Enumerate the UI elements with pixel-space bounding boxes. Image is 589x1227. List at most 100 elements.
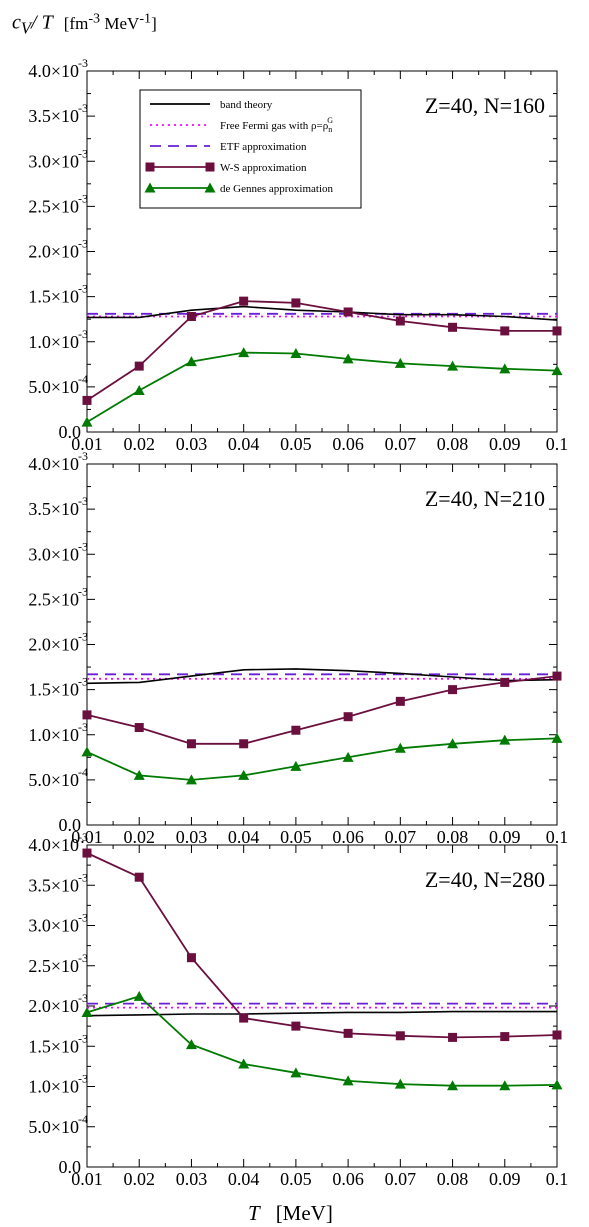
- data-point-de-gennes: [447, 360, 459, 371]
- panel-label: Z=40, N=210: [425, 486, 545, 511]
- legend: band theory Free Fermi gas with ρ=ρnG ETF …: [139, 89, 362, 209]
- data-point-de-gennes: [551, 732, 563, 743]
- y-tick-exponent: -3: [78, 584, 88, 598]
- data-point-de-gennes: [342, 751, 354, 762]
- data-point-ws: [552, 326, 562, 336]
- x-tick-label: 0.06: [332, 827, 364, 847]
- legend-superscript: G: [327, 116, 333, 125]
- data-point-de-gennes: [238, 769, 250, 780]
- series-line-band-theory: [86, 668, 558, 685]
- data-point-de-gennes: [133, 384, 145, 395]
- y-unit-close: ]: [151, 13, 157, 33]
- data-point-de-gennes: [342, 353, 354, 364]
- data-point-de-gennes: [447, 738, 459, 749]
- x-tick-label: 0.09: [489, 434, 521, 454]
- y-tick-label: 0.0: [59, 815, 82, 835]
- y-tick-label: 2.0×10: [28, 242, 79, 262]
- y-axis-label: cV/ T [fm-3 MeV-1]: [12, 10, 157, 39]
- legend-marker: [205, 162, 215, 172]
- x-tick-label: 0.05: [280, 1169, 312, 1189]
- legend-label: ETF approximation: [220, 141, 307, 153]
- series-line-ws: [86, 300, 557, 402]
- legend-label: Free Fermi gas with ρ=ρnG: [220, 116, 333, 134]
- y-tick-exponent: -3: [78, 539, 88, 553]
- y-tick-exponent: -3: [78, 191, 88, 205]
- data-point-de-gennes: [499, 363, 511, 374]
- data-point-ws: [82, 710, 92, 720]
- y-unit-base: [fm: [63, 13, 89, 33]
- data-point-de-gennes: [551, 365, 563, 376]
- legend-marker: [145, 162, 155, 172]
- y-tick-label: 2.5×10: [28, 196, 79, 216]
- y-tick-exponent: -4: [78, 765, 88, 779]
- y-tick-label: 3.0×10: [28, 916, 79, 936]
- data-point-ws: [82, 848, 92, 858]
- y-tick-label: 2.5×10: [28, 589, 79, 609]
- y-unit-mid: MeV: [100, 13, 140, 33]
- x-tick-label: 0.04: [228, 434, 260, 454]
- series-line-band-theory: [86, 1010, 557, 1017]
- y-tick-exponent: -3: [78, 56, 88, 70]
- y-tick-exponent: -3: [78, 1072, 88, 1086]
- data-point-de-gennes: [238, 1058, 250, 1069]
- x-tick-label: 0.07: [385, 434, 417, 454]
- data-point-ws: [291, 725, 301, 735]
- x-tick-label: 0.09: [489, 1169, 521, 1189]
- data-point-ws: [343, 1028, 353, 1038]
- y-tick-label: 4.0×10: [28, 61, 79, 81]
- y-tick-exponent: -4: [78, 1112, 88, 1126]
- x-tick-label: 0.06: [332, 434, 364, 454]
- data-point-ws: [448, 322, 458, 332]
- data-point-ws: [186, 953, 196, 963]
- data-point-de-gennes: [394, 1078, 406, 1089]
- y-tick-label: 3.5×10: [28, 106, 79, 126]
- y-unit-exp1: -3: [88, 10, 101, 26]
- x-tick-label: 0.06: [332, 1169, 364, 1189]
- data-point-ws: [291, 298, 301, 308]
- data-point-de-gennes: [447, 1080, 459, 1091]
- chart-panel-2: 0.05.0×10 -41.0×10 -31.5×10 -32.0×10 -32.5×1…: [28, 449, 568, 847]
- x-tick-label: 0.1: [546, 434, 569, 454]
- y-tick-label: 5.0×10: [28, 1117, 79, 1137]
- legend-marker: [144, 182, 156, 193]
- x-tick-label: 0.01: [71, 434, 103, 454]
- y-unit-exp2: -1: [139, 10, 152, 26]
- data-point-ws: [500, 326, 510, 336]
- data-point-de-gennes: [342, 1075, 354, 1086]
- data-point-de-gennes: [499, 1080, 511, 1091]
- y-tick-exponent: -3: [78, 870, 88, 884]
- data-point-ws: [134, 361, 144, 371]
- data-point-de-gennes: [133, 990, 145, 1001]
- data-point-ws: [291, 1021, 301, 1031]
- x-tick-label: 0.07: [385, 1169, 417, 1189]
- data-point-de-gennes: [238, 347, 250, 358]
- y-tick-label: 1.5×10: [28, 287, 79, 307]
- data-point-de-gennes: [185, 774, 197, 785]
- data-point-ws: [448, 1032, 458, 1042]
- y-tick-label: 1.0×10: [28, 725, 79, 745]
- y-tick-label: 2.0×10: [28, 996, 79, 1016]
- series-line-de-gennes: [86, 995, 558, 1087]
- x-tick-label: 0.02: [123, 434, 155, 454]
- x-axis-label: T [MeV]: [248, 1201, 333, 1226]
- y-tick-exponent: -3: [78, 1031, 88, 1045]
- data-point-de-gennes: [290, 1067, 302, 1078]
- series-line-ws: [86, 675, 558, 745]
- legend-label: W-S approximation: [220, 162, 307, 174]
- y-tick-exponent: -3: [78, 449, 88, 463]
- x-tick-label: 0.02: [123, 1169, 155, 1189]
- data-point-ws: [395, 316, 405, 326]
- data-point-de-gennes: [81, 416, 93, 427]
- y-tick-label: 0.0: [59, 422, 82, 442]
- x-tick-label: 0.04: [228, 827, 260, 847]
- data-point-de-gennes: [185, 1039, 197, 1050]
- x-tick-label: 0.1: [546, 827, 569, 847]
- data-point-ws: [186, 311, 196, 321]
- data-point-ws: [239, 296, 249, 306]
- y-tick-label: 4.0×10: [28, 454, 79, 474]
- x-axis-unit: [MeV]: [275, 1201, 333, 1225]
- series-line-ws: [86, 852, 558, 1039]
- y-tick-exponent: -3: [78, 911, 88, 925]
- y-axis-unit: [fm-3 MeV-1]: [63, 10, 157, 33]
- data-point-de-gennes: [290, 760, 302, 771]
